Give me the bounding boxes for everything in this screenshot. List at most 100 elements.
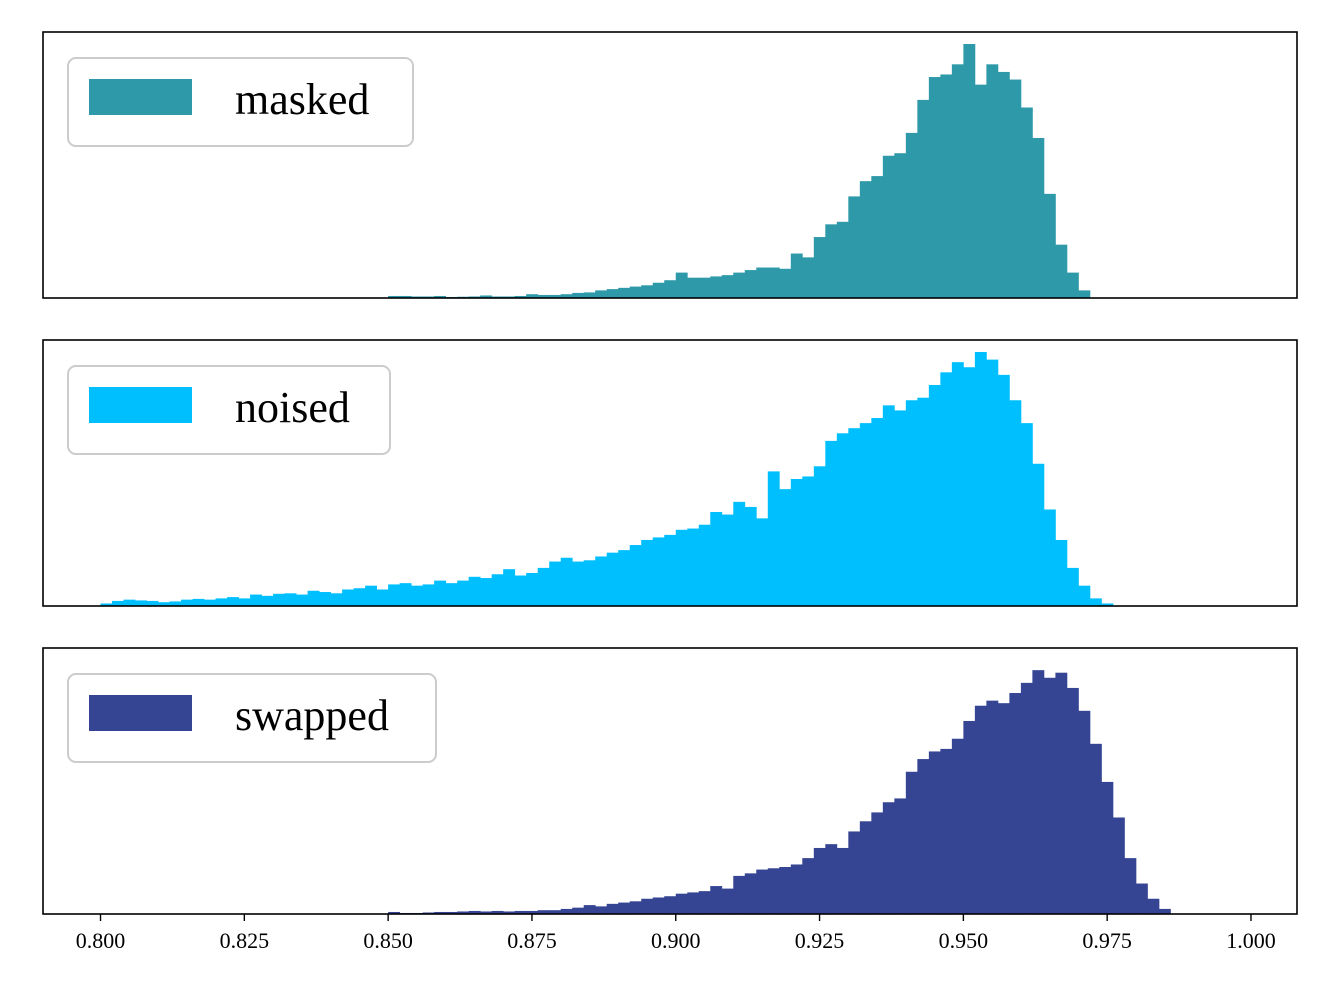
bar [503,569,516,606]
bar [342,589,355,606]
bar [997,71,1010,298]
bar [629,901,642,914]
bar [273,593,285,606]
legend-noised: noised [67,365,391,455]
legend-swatch [89,695,192,731]
bar [1032,463,1045,606]
bar [549,294,562,298]
bar [733,501,746,606]
bar [319,592,332,606]
bar [583,560,596,606]
bar [572,561,585,606]
x-tick-label: 0.850 [363,928,413,953]
bar [1112,817,1125,914]
bar [1066,567,1079,606]
bar [687,528,700,606]
bar [894,410,907,606]
bar [710,276,723,298]
bar [112,600,124,606]
bar [917,759,930,914]
x-tick-label: 0.900 [651,928,701,953]
bar [537,567,550,606]
bar [1135,883,1148,914]
bar [1009,79,1022,298]
bar [767,868,780,914]
bar [986,359,999,606]
x-tick-label: 0.975 [1082,928,1132,953]
bar [1158,908,1171,914]
bar [744,873,757,914]
bar [664,534,677,606]
x-tick-label: 0.950 [939,928,989,953]
bar [825,440,838,606]
bar [859,821,872,914]
bar [779,268,792,298]
bars-noised [100,352,1114,606]
x-tick-label: 1.000 [1226,928,1276,953]
panel-frame [42,647,1298,915]
bar [537,294,550,298]
bar [940,748,953,914]
bar [192,598,205,606]
bar [859,181,872,298]
bar [204,599,216,606]
bars-swapped [388,670,1171,914]
bar [744,506,757,606]
bar [330,593,343,606]
bar [491,910,504,914]
bar [583,292,596,298]
bar [388,911,401,914]
bar [572,292,585,298]
bar [928,385,941,606]
bar [1089,743,1102,914]
bar [825,224,838,298]
bar [595,556,608,606]
bar [721,888,734,914]
bar [468,910,481,914]
bar [1020,423,1033,606]
bar [652,897,665,914]
bar [882,405,895,606]
bar [733,272,746,298]
bar [284,593,297,606]
bar [1020,107,1033,298]
bar [997,703,1010,914]
bar [1147,898,1160,914]
bar [100,603,113,606]
bar [583,905,596,914]
bar [250,594,262,606]
bar [698,891,711,914]
bar [917,397,930,606]
bar [629,286,642,298]
bar [756,869,769,914]
bar [595,906,608,914]
bar [940,74,953,298]
x-tick-label: 0.800 [76,928,126,953]
bar [675,893,688,914]
bar [951,362,964,606]
bar [572,907,585,914]
bar [848,831,861,914]
bar [1032,670,1045,914]
x-tick-label: 0.875 [507,928,557,953]
bar [169,601,182,606]
bar [1055,539,1068,606]
bar [802,858,815,914]
bar [1101,603,1114,606]
bar [767,267,780,298]
bar [698,277,711,298]
bar [307,590,320,606]
bar [261,595,274,606]
bar [468,576,481,606]
bar [813,237,826,298]
bar [434,911,447,914]
bar [905,771,918,914]
bar [641,285,654,298]
bar [871,812,884,914]
bar [675,529,688,606]
bar [664,280,677,298]
bar [721,514,734,606]
panel-masked: masked [42,31,1298,299]
bar [848,196,861,298]
